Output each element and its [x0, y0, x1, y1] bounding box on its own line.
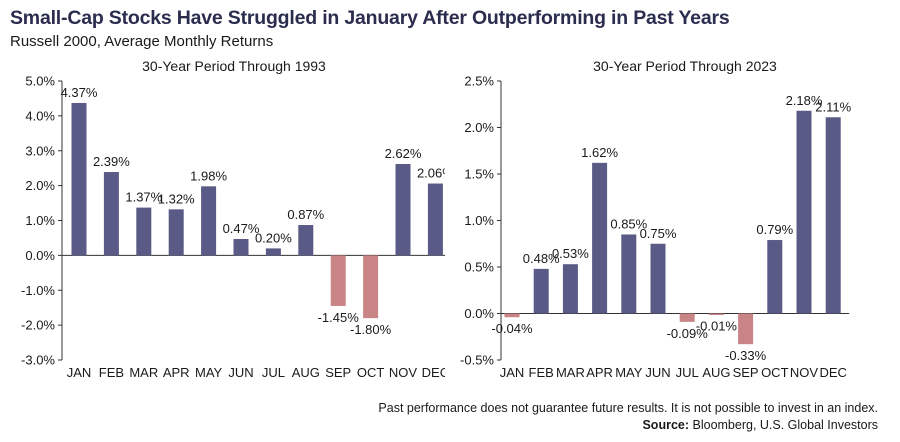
data-label: 2.39% — [93, 154, 130, 169]
bar-mar — [136, 207, 152, 256]
chart-title: Small-Cap Stocks Have Struggled in Janua… — [10, 7, 730, 29]
data-label: 2.06% — [417, 166, 445, 181]
x-category-label: SEP — [733, 365, 759, 380]
bar-may — [621, 234, 637, 314]
data-label: 1.98% — [190, 168, 227, 183]
bar-nov — [796, 110, 812, 314]
bar-feb — [103, 172, 119, 256]
x-category-label: FEB — [529, 365, 554, 380]
y-tick-label: 2.5% — [464, 74, 494, 89]
data-label: 4.37% — [61, 85, 98, 100]
source-label: Source: — [642, 418, 690, 432]
y-tick-label: -2.0% — [21, 318, 55, 333]
data-label: 0.20% — [255, 230, 292, 245]
data-label: 0.87% — [287, 207, 324, 222]
bar-jul — [265, 248, 281, 256]
y-tick-label: -0.5% — [460, 353, 494, 368]
bar-feb — [533, 268, 549, 314]
bar-nov — [395, 164, 411, 256]
data-label: 0.79% — [756, 222, 793, 237]
chart-subtitle: Russell 2000, Average Monthly Returns — [10, 33, 274, 50]
y-tick-label: 1.0% — [464, 213, 494, 228]
data-label: 0.75% — [640, 226, 677, 241]
bar-chart-through-1993: 30-Year Period Through 1993 -3.0% -2.0% -1.… — [21, 58, 445, 380]
data-label: 0.85% — [610, 216, 647, 231]
x-category-label: MAR — [129, 365, 158, 380]
data-label: -1.45% — [318, 310, 360, 325]
y-tick-label: 5.0% — [25, 74, 55, 89]
x-category-label: JUL — [676, 365, 699, 380]
bar-mar — [562, 264, 578, 314]
panel-title: 30-Year Period Through 2023 — [593, 58, 777, 74]
bar-sep — [330, 255, 346, 306]
bar-jan — [504, 313, 520, 318]
y-tick-label: 1.5% — [464, 167, 494, 182]
x-category-label: AUG — [702, 365, 730, 380]
x-category-label: JAN — [67, 365, 92, 380]
x-category-label: MAY — [195, 365, 223, 380]
x-category-label: MAY — [615, 365, 643, 380]
data-label: -0.33% — [725, 348, 767, 363]
x-category-label: NOV — [790, 365, 819, 380]
y-tick-label: 0.0% — [464, 306, 494, 321]
disclaimer-note: Past performance does not guarantee futu… — [378, 401, 878, 415]
bar-sep — [738, 313, 754, 345]
x-category-label: JAN — [500, 365, 525, 380]
bar-may — [201, 186, 217, 256]
x-category-label: OCT — [761, 365, 789, 380]
y-tick-label: -3.0% — [21, 353, 55, 368]
x-category-label: NOV — [389, 365, 418, 380]
data-label: 2.11% — [815, 99, 851, 114]
x-category-label: SEP — [325, 365, 351, 380]
data-label: 0.47% — [223, 221, 260, 236]
x-category-label: APR — [163, 365, 190, 380]
x-category-label: APR — [586, 365, 613, 380]
panel-title: 30-Year Period Through 1993 — [142, 58, 326, 74]
x-category-label: FEB — [99, 365, 124, 380]
y-tick-label: 2.0% — [25, 178, 55, 193]
y-tick-label: 4.0% — [25, 108, 55, 123]
bar-oct — [767, 240, 783, 314]
x-category-label: DEC — [819, 365, 846, 380]
y-tick-label: -1.0% — [21, 283, 55, 298]
data-label: 1.37% — [125, 190, 162, 205]
bar-apr — [168, 209, 184, 256]
x-category-label: JUN — [228, 365, 253, 380]
x-category-label: OCT — [357, 365, 385, 380]
data-label: 2.62% — [385, 146, 422, 161]
y-tick-label: 2.0% — [464, 120, 494, 135]
y-tick-label: 0.0% — [25, 248, 55, 263]
x-category-label: AUG — [292, 365, 320, 380]
data-label: -1.80% — [350, 322, 392, 337]
y-tick-label: 3.0% — [25, 143, 55, 158]
bar-dec — [427, 183, 443, 256]
bar-jul — [679, 313, 695, 322]
x-category-label: DEC — [422, 365, 445, 380]
bar-dec — [825, 117, 841, 314]
source-text: Bloomberg, U.S. Global Investors — [692, 418, 879, 432]
data-label: 0.48% — [523, 251, 560, 266]
data-label: 0.53% — [552, 246, 589, 261]
x-category-label: JUL — [262, 365, 285, 380]
data-label: 1.32% — [158, 191, 195, 206]
source-note: Source: Bloomberg, U.S. Global Investors — [642, 418, 878, 432]
y-tick-label: 1.0% — [25, 213, 55, 228]
data-label: -0.04% — [491, 321, 533, 336]
x-category-label: MAR — [556, 365, 585, 380]
bar-jan — [71, 102, 87, 256]
data-label: -0.09% — [667, 326, 709, 341]
bar-aug — [708, 313, 724, 315]
bar-aug — [298, 225, 314, 256]
bar-oct — [363, 255, 379, 319]
bar-chart-through-2023: 30-Year Period Through 2023 -0.5% 0.0% 0.5%… — [460, 58, 852, 380]
data-label: 2.18% — [786, 93, 823, 108]
x-category-label: JUN — [645, 365, 670, 380]
bar-apr — [592, 162, 608, 314]
y-tick-label: 0.5% — [464, 260, 494, 275]
data-label: 1.62% — [581, 145, 618, 160]
bar-jun — [233, 238, 249, 256]
data-label: -0.01% — [696, 318, 738, 333]
bar-jun — [650, 243, 666, 314]
